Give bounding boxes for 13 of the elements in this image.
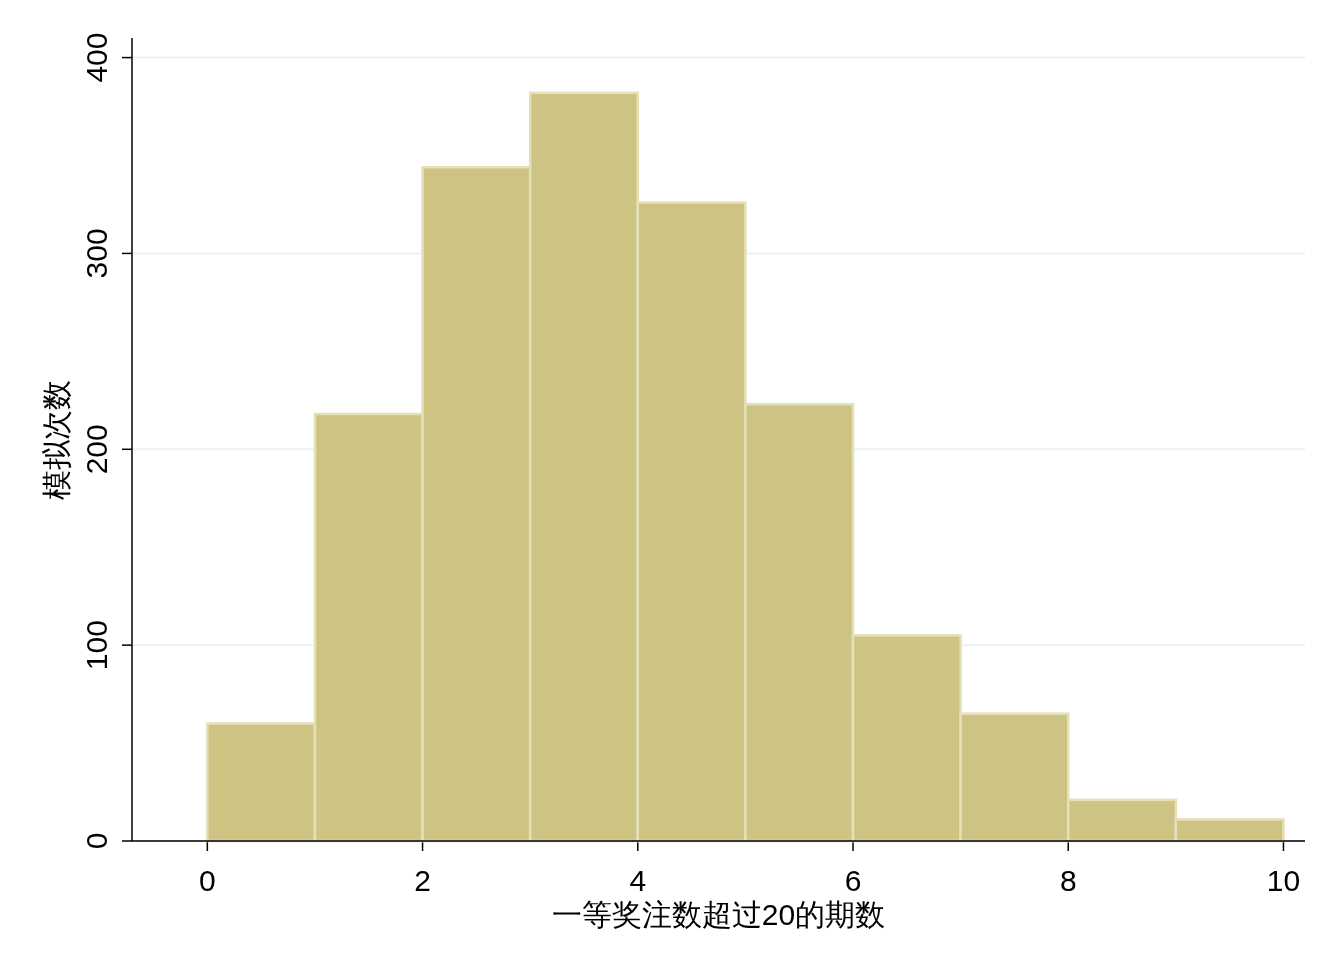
x-axis-title: 一等奖注数超过20的期数: [551, 898, 886, 931]
x-tick-label: 2: [414, 864, 431, 897]
y-tick-label: 0: [80, 832, 113, 850]
y-tick-label: 400: [80, 32, 113, 83]
x-tick-label: 4: [629, 864, 647, 897]
y-tick-label: 300: [80, 228, 113, 279]
y-tick-label: 200: [80, 424, 113, 475]
x-tick-label: 6: [844, 864, 862, 897]
x-tick-label: 10: [1266, 864, 1301, 897]
x-tick-label: 0: [198, 864, 216, 897]
y-tick-label: 100: [80, 620, 113, 671]
x-tick-label: 8: [1059, 864, 1077, 897]
y-axis-title: 模拟次数: [40, 379, 73, 500]
